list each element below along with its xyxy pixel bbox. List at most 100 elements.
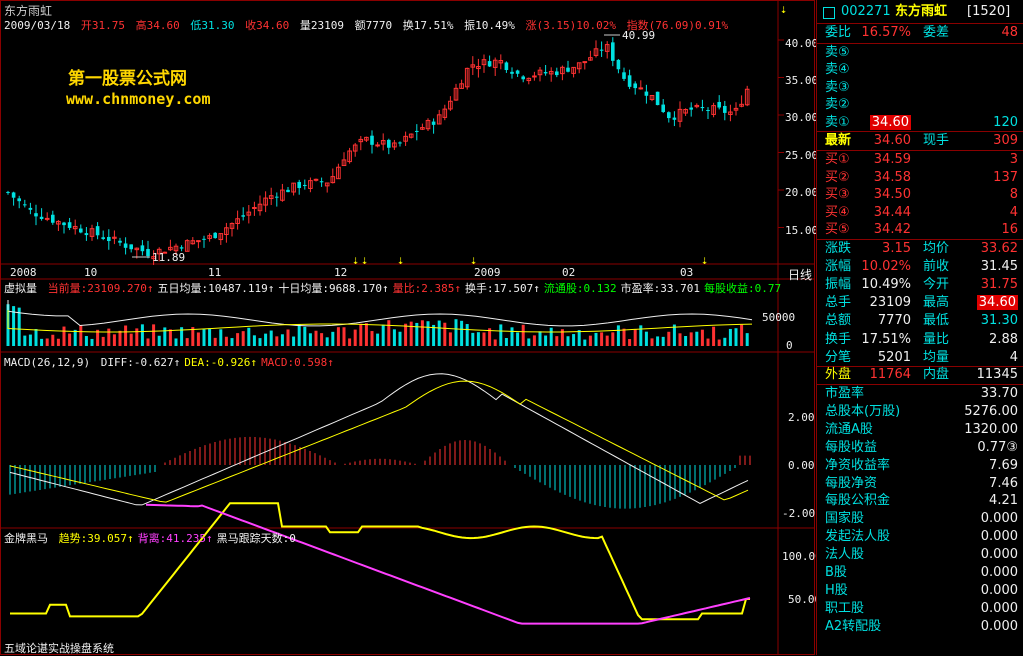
stat-row[interactable]: 换手 17.51% 量比 2.88 — [817, 331, 1022, 349]
volume-bar — [504, 338, 508, 346]
chart-area[interactable]: ⇣ ⇣ ⇣ ⇣ ⇣ ⇣ 东方雨虹 2009/03/18 开31.75 高34.60 低31… — [0, 0, 822, 655]
candle-body — [308, 180, 313, 189]
bid-level-row[interactable]: 买② 34.58 137 — [817, 169, 1022, 187]
price-axis-30: 30.00 — [785, 111, 819, 124]
ask-level-row[interactable]: 卖⑤ — [817, 44, 1022, 62]
fundamental-row[interactable]: 每股净资 7.46 — [817, 475, 1022, 493]
stat-label: 最低 — [923, 313, 950, 329]
candle-body — [537, 69, 543, 76]
time-axis-03: 03 — [680, 266, 694, 279]
ask-level-row[interactable]: 卖① 34.60 120 — [817, 114, 1022, 132]
candle-body — [470, 64, 476, 68]
fundamental-value: 1320.00 — [964, 421, 1018, 437]
volume-bar — [101, 336, 105, 346]
volume-bar — [745, 333, 749, 346]
inner-label: 内盘 — [923, 367, 950, 382]
stat-row[interactable]: 涨跌 3.15 均价 33.62 — [817, 240, 1022, 258]
fundamental-value: 0.000 — [980, 529, 1018, 545]
fundamental-row[interactable]: 净资收益率 7.69 — [817, 457, 1022, 475]
ask-level-row[interactable]: 卖③ — [817, 79, 1022, 97]
fundamental-label: 职工股 — [825, 600, 865, 616]
stat-row[interactable]: 涨幅 10.02% 前收 31.45 — [817, 258, 1022, 276]
stat-label: 总手 — [825, 295, 852, 311]
volume-bar — [672, 324, 676, 346]
volume-bar — [185, 338, 189, 346]
high-price-box: 34.60 — [976, 295, 1018, 311]
kline-chart-svg[interactable]: ⇣⇣ ⇣ ⇣ ⇣ ⇣ — [0, 0, 815, 655]
volume-bar — [146, 338, 150, 346]
bid-level-row[interactable]: 买① 34.59 3 — [817, 151, 1022, 169]
fundamental-row[interactable]: 发起法人股 0.000 — [817, 528, 1022, 546]
volume-bar — [650, 338, 654, 346]
stat-row[interactable]: 振幅 10.49% 今开 31.75 — [817, 276, 1022, 294]
candle-body — [576, 62, 582, 70]
candle-body — [134, 247, 140, 251]
volume-bar — [196, 332, 200, 346]
fundamental-row[interactable]: 职工股 0.000 — [817, 600, 1022, 618]
current-hand-label: 现手 — [923, 133, 950, 148]
candle-body — [173, 245, 179, 252]
volume-bar — [241, 331, 245, 346]
volume-bar — [465, 324, 469, 346]
time-axis-02: 02 — [562, 266, 576, 279]
fundamental-row[interactable]: 流通A股 1320.00 — [817, 421, 1022, 439]
volume-bar — [588, 335, 592, 346]
fundamental-label: 每股净资 — [825, 475, 878, 491]
fundamental-row[interactable]: 每股公积金 4.21 — [817, 492, 1022, 510]
fundamental-label: 发起法人股 — [825, 529, 891, 545]
volume-bar — [236, 333, 240, 346]
candle-body — [420, 127, 425, 130]
stat-row[interactable]: 总额 7770 最低 31.30 — [817, 312, 1022, 330]
candle-body — [168, 246, 173, 251]
volume-bar — [45, 338, 49, 346]
fundamental-value: 7.46 — [989, 475, 1018, 491]
bid-level-row[interactable]: 买④ 34.44 4 — [817, 204, 1022, 222]
stat-row[interactable]: 分笔 5201 均量 4 — [817, 349, 1022, 367]
candle-body — [324, 182, 330, 187]
fundamental-row[interactable]: 每股收益 0.77③ — [817, 439, 1022, 457]
ask-level-row[interactable]: 卖② — [817, 96, 1022, 114]
header-volume: 量23109 — [299, 19, 344, 32]
fundamental-row[interactable]: 市盈率 33.70 — [817, 385, 1022, 403]
volume-indicator-item: 市盈率:33.701 — [620, 282, 701, 295]
candle-body — [224, 227, 229, 236]
stat-row[interactable]: 总手 23109 最高 34.60 — [817, 294, 1022, 312]
candle-body — [129, 244, 133, 250]
candle-body — [34, 213, 38, 217]
fundamental-row[interactable]: H股 0.000 — [817, 582, 1022, 600]
stat-label: 前收 — [923, 259, 950, 275]
candle-body — [190, 240, 196, 245]
fundamental-row[interactable]: A2转配股 0.000 — [817, 618, 1022, 636]
volume-bar — [471, 332, 475, 346]
candle-body — [627, 75, 632, 87]
candle-body — [604, 44, 610, 52]
volume-bar — [364, 323, 368, 346]
volume-bar — [135, 328, 139, 346]
period-label[interactable]: 日线 — [788, 268, 813, 282]
candle-body — [442, 108, 448, 118]
volume-bar — [448, 332, 452, 346]
header-high: 高34.60 — [135, 19, 180, 32]
bid-level-row[interactable]: 买③ 34.50 8 — [817, 186, 1022, 204]
ask-level-row[interactable]: 卖④ — [817, 61, 1022, 79]
volume-axis-50000: 50000 — [762, 311, 796, 324]
volume-bar — [17, 307, 21, 346]
volume-indicator-item: 十日均量:9688.170↑ — [278, 282, 389, 295]
bid-level-price: 34.42 — [873, 222, 911, 238]
header-amplitude: 振10.49% — [464, 19, 515, 32]
volume-bar — [583, 339, 587, 346]
divider — [817, 384, 1023, 385]
volume-bar — [678, 333, 682, 346]
candle-body — [593, 48, 599, 56]
fundamental-row[interactable]: 法人股 0.000 — [817, 546, 1022, 564]
volume-bar — [600, 332, 604, 346]
fundamental-row[interactable]: 国家股 0.000 — [817, 510, 1022, 528]
candle-body — [358, 138, 364, 143]
quote-title-row: 002271 东方雨虹 [1520] — [817, 3, 1022, 21]
fundamental-row[interactable]: B股 0.000 — [817, 564, 1022, 582]
candle-body — [28, 207, 33, 210]
volume-bar — [499, 324, 503, 346]
bid-level-row[interactable]: 买⑤ 34.42 16 — [817, 221, 1022, 239]
bid-level-volume: 137 — [993, 169, 1018, 185]
fundamental-row[interactable]: 总股本(万股) 5276.00 — [817, 403, 1022, 421]
